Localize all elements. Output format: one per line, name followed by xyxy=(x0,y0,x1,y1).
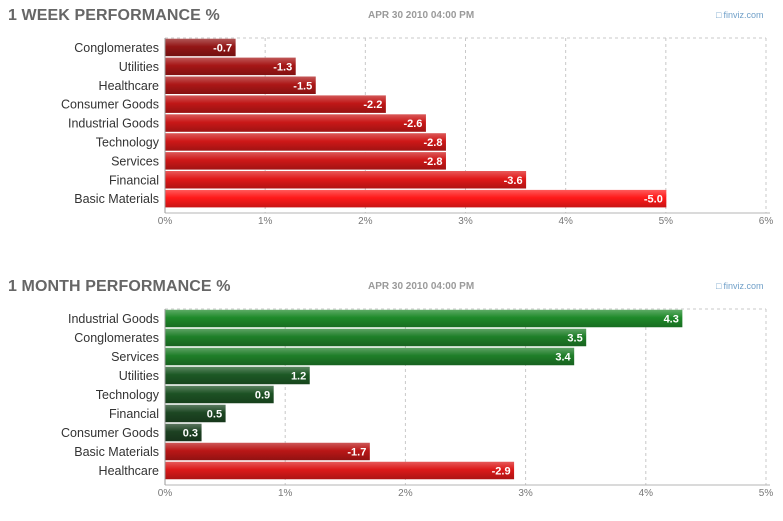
category-label: Industrial Goods xyxy=(68,117,159,131)
finviz-logo-icon: □ xyxy=(716,281,722,291)
bar-conglomerates[interactable] xyxy=(165,38,236,57)
week-brand-name: finviz.com xyxy=(723,10,764,20)
week-performance-panel: 1 WEEK PERFORMANCE % APR 30 2010 04:00 P… xyxy=(0,0,783,250)
x-tick-label: 6% xyxy=(759,216,774,227)
month-chart-timestamp: APR 30 2010 04:00 PM xyxy=(368,281,475,292)
bar-value-label: -1.7 xyxy=(347,447,366,459)
bar-value-label: -2.9 xyxy=(492,466,511,478)
bar-basic-materials[interactable] xyxy=(165,189,667,208)
category-label: Utilities xyxy=(119,60,159,74)
bar-value-label: -2.2 xyxy=(363,99,382,111)
month-brand-name: finviz.com xyxy=(723,281,764,291)
bar-value-label: -1.5 xyxy=(293,80,312,92)
bar-utilities[interactable] xyxy=(165,366,310,385)
bar-value-label: 1.2 xyxy=(291,371,306,383)
category-label: Services xyxy=(111,154,159,168)
bar-industrial-goods[interactable] xyxy=(165,114,426,132)
category-label: Services xyxy=(111,350,159,364)
x-tick-label: 3% xyxy=(518,488,533,499)
bar-value-label: -0.7 xyxy=(213,42,232,54)
bar-services[interactable] xyxy=(165,347,575,366)
bar-value-label: -2.8 xyxy=(423,156,442,168)
category-label: Healthcare xyxy=(99,464,159,478)
finviz-logo-icon: □ xyxy=(716,10,722,20)
category-label: Technology xyxy=(96,388,160,402)
x-tick-label: 0% xyxy=(158,488,173,499)
week-brand-link[interactable]: □ finviz.com xyxy=(716,10,763,20)
category-label: Consumer Goods xyxy=(61,426,159,440)
x-tick-label: 5% xyxy=(759,488,774,499)
category-label: Healthcare xyxy=(99,79,159,93)
bar-value-label: -5.0 xyxy=(644,194,663,206)
bar-value-label: 4.3 xyxy=(664,314,679,326)
bar-technology[interactable] xyxy=(165,133,446,151)
bar-industrial-goods[interactable] xyxy=(165,309,683,328)
bar-value-label: 0.9 xyxy=(255,390,270,402)
bar-value-label: 0.3 xyxy=(183,428,198,440)
x-tick-label: 1% xyxy=(258,216,273,227)
bar-value-label: -3.6 xyxy=(504,175,523,187)
category-label: Financial xyxy=(109,407,159,421)
category-label: Utilities xyxy=(119,369,159,383)
category-label: Conglomerates xyxy=(74,41,159,55)
week-chart-title: 1 WEEK PERFORMANCE % xyxy=(8,7,220,24)
x-tick-label: 3% xyxy=(458,216,473,227)
bar-value-label: 0.5 xyxy=(207,409,222,421)
bar-healthcare[interactable] xyxy=(165,461,515,480)
bar-value-label: -2.6 xyxy=(403,118,422,130)
week-performance-chart: 0% 1% 2% 3% 4% 5% 6% Conglomerates -0.7 Utilities… xyxy=(61,37,774,227)
bar-utilities[interactable] xyxy=(165,57,296,76)
bar-services[interactable] xyxy=(165,152,446,170)
bar-value-label: -1.3 xyxy=(273,61,292,73)
bar-healthcare[interactable] xyxy=(165,76,316,95)
month-performance-panel: 1 MONTH PERFORMANCE % APR 30 2010 04:00 … xyxy=(0,271,783,521)
x-tick-label: 4% xyxy=(639,488,654,499)
category-label: Consumer Goods xyxy=(61,98,159,112)
month-brand-link[interactable]: □ finviz.com xyxy=(716,281,763,291)
x-tick-label: 2% xyxy=(358,216,373,227)
x-tick-label: 5% xyxy=(659,216,674,227)
x-tick-label: 4% xyxy=(558,216,573,227)
bar-value-label: 3.5 xyxy=(567,333,582,345)
category-label: Technology xyxy=(96,135,160,149)
category-label: Basic Materials xyxy=(74,192,159,206)
category-label: Basic Materials xyxy=(74,445,159,459)
bar-conglomerates[interactable] xyxy=(165,328,587,347)
month-performance-chart: 0% 1% 2% 3% 4% 5% Industrial Goods 4.3 Conglomer… xyxy=(61,308,774,499)
bar-consumer-goods[interactable] xyxy=(165,95,386,113)
bar-financial[interactable] xyxy=(165,171,527,189)
bar-value-label: 3.4 xyxy=(555,352,571,364)
category-label: Industrial Goods xyxy=(68,312,159,326)
category-label: Conglomerates xyxy=(74,331,159,345)
x-tick-label: 2% xyxy=(398,488,413,499)
bar-value-label: -2.8 xyxy=(423,137,442,149)
category-label: Financial xyxy=(109,173,159,187)
bar-financial[interactable] xyxy=(165,404,226,423)
x-tick-label: 0% xyxy=(158,216,173,227)
bar-consumer-goods[interactable] xyxy=(165,423,202,442)
month-chart-title: 1 MONTH PERFORMANCE % xyxy=(8,278,231,295)
bar-technology[interactable] xyxy=(165,385,274,404)
week-chart-timestamp: APR 30 2010 04:00 PM xyxy=(368,10,475,21)
x-tick-label: 1% xyxy=(278,488,293,499)
bar-basic-materials[interactable] xyxy=(165,442,370,461)
